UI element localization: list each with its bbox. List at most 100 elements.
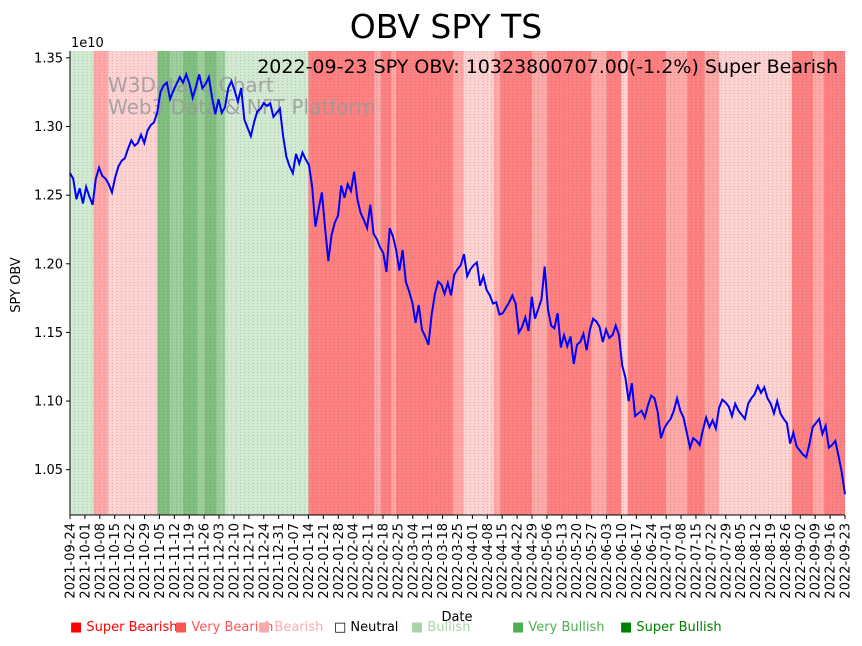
- signal-band: [493, 51, 501, 515]
- x-tick-label: 2022-02-04: [347, 523, 362, 599]
- y-tick-label: 1.25: [34, 189, 63, 204]
- x-tick-label: 2021-11-12: [168, 523, 183, 599]
- legend-label: Neutral: [350, 620, 399, 635]
- x-tick-label: 2022-02-11: [362, 523, 377, 599]
- x-tick-label: 2022-04-01: [466, 523, 481, 599]
- x-tick-label: 2022-01-21: [317, 523, 332, 599]
- x-tick-label: 2021-12-24: [257, 523, 272, 599]
- signal-band: [606, 51, 622, 515]
- legend-swatch: ■: [512, 620, 529, 635]
- legend-label: Bearish: [274, 620, 324, 635]
- x-tick-label: 2022-06-10: [615, 523, 630, 599]
- x-tick-label: 2021-11-26: [198, 523, 213, 599]
- legend-item: □ Neutral: [334, 620, 398, 635]
- x-tick-label: 2022-08-19: [764, 523, 779, 599]
- x-tick-label: 2021-11-05: [153, 523, 168, 599]
- latest-value-annotation: 2022-09-23 SPY OBV: 10323800707.00(-1.2%…: [257, 56, 838, 78]
- x-tick-label: 2022-05-06: [540, 523, 555, 599]
- x-tick-label: 2022-08-26: [779, 523, 794, 599]
- x-axis-ticks: 2021-09-24 2021-10-01 2021-10-08 2021-10-15…: [64, 515, 854, 599]
- x-tick-label: 2021-10-08: [93, 523, 108, 599]
- signal-band: [719, 51, 792, 515]
- x-tick-label: 2022-05-13: [555, 523, 570, 599]
- legend-swatch: ■: [258, 620, 275, 635]
- signal-band: [308, 51, 375, 515]
- legend-label: Very Bullish: [528, 620, 605, 635]
- x-tick-label: 2022-05-27: [585, 523, 600, 599]
- signal-band: [380, 51, 392, 515]
- signal-band: [687, 51, 705, 515]
- signal-band: [391, 51, 396, 515]
- x-tick-label: 2022-09-23: [839, 523, 854, 599]
- signal-band: [621, 51, 628, 515]
- x-tick-label: 2021-12-17: [242, 523, 257, 599]
- x-tick-label: 2022-07-22: [704, 523, 719, 599]
- x-tick-label: 2022-06-17: [630, 523, 645, 599]
- signal-band: [627, 51, 667, 515]
- x-tick-label: 2022-03-04: [406, 523, 421, 599]
- x-tick-label: 2022-09-16: [824, 523, 839, 599]
- x-tick-label: 2021-12-31: [272, 523, 287, 599]
- x-tick-label: 2022-01-07: [287, 523, 302, 599]
- x-tick-label: 2021-10-01: [78, 523, 93, 599]
- legend-item: ■ Super Bullish: [620, 620, 722, 635]
- y-tick-label: 1.35: [34, 51, 63, 66]
- signal-band: [591, 51, 607, 515]
- signal-band: [197, 51, 205, 515]
- x-tick-label: 2022-07-15: [689, 523, 704, 599]
- signal-band: [546, 51, 592, 515]
- y-tick-label: 1.10: [34, 395, 63, 410]
- y-tick-label: 1.15: [34, 326, 63, 341]
- legend-item: ■ Super Bearish: [70, 620, 178, 635]
- signal-band: [70, 51, 94, 515]
- legend-swatch: ■: [175, 620, 192, 635]
- x-tick-label: 2022-04-08: [481, 523, 496, 599]
- signal-band: [532, 51, 547, 515]
- legend-swatch: ■: [620, 620, 637, 635]
- x-tick-label: 2022-06-03: [600, 523, 615, 599]
- legend-label: Super Bearish: [86, 620, 178, 635]
- y-axis-ticks: 1.05 1.10 1.15 1.20 1.25 1.30 1.35: [34, 51, 70, 478]
- signal-band: [500, 51, 533, 515]
- y-tick-label: 1.30: [34, 120, 63, 135]
- x-tick-label: 2022-07-29: [719, 523, 734, 599]
- x-tick-label: 2021-11-19: [183, 523, 198, 599]
- signal-band: [204, 51, 217, 515]
- x-tick-label: 2022-03-25: [451, 523, 466, 599]
- signal-band: [453, 51, 464, 515]
- signal-band: [216, 51, 226, 515]
- signal-band: [704, 51, 720, 515]
- signal-band: [170, 51, 183, 515]
- legend-item: ■ Bullish: [411, 620, 470, 635]
- legend-swatch: □: [334, 620, 351, 635]
- legend-swatch: ■: [411, 620, 428, 635]
- legend-item: ■ Very Bearish: [175, 620, 273, 635]
- signal-band: [114, 51, 158, 515]
- x-tick-label: 2021-10-22: [123, 523, 138, 599]
- legend-item: ■ Bearish: [258, 620, 323, 635]
- legend-item: ■ Very Bullish: [512, 620, 604, 635]
- x-tick-label: 2021-10-29: [138, 523, 153, 599]
- signal-band: [813, 51, 824, 515]
- x-tick-label: 2021-10-15: [108, 523, 123, 599]
- x-tick-label: 2022-09-02: [794, 523, 809, 599]
- x-tick-label: 2022-07-08: [675, 523, 690, 599]
- signal-band: [157, 51, 171, 515]
- x-tick-label: 2022-05-20: [570, 523, 585, 599]
- signal-band: [93, 51, 109, 515]
- x-tick-label: 2022-04-22: [511, 523, 526, 599]
- x-tick-label: 2022-03-11: [421, 523, 436, 599]
- signal-bands: [70, 51, 845, 515]
- signal-band: [791, 51, 814, 515]
- x-tick-label: 2021-12-10: [227, 523, 242, 599]
- x-tick-label: 2022-01-14: [302, 523, 317, 599]
- x-gridlines: [69, 51, 846, 515]
- legend-swatch: ■: [70, 620, 87, 635]
- x-tick-label: 2022-02-25: [391, 523, 406, 599]
- x-axis-label: Date: [441, 610, 472, 625]
- y-multiplier-label: 1e10: [71, 36, 104, 51]
- x-tick-label: 2022-01-28: [332, 523, 347, 599]
- x-tick-label: 2022-09-09: [809, 523, 824, 599]
- signal-band: [108, 51, 115, 515]
- y-tick-label: 1.05: [34, 463, 63, 478]
